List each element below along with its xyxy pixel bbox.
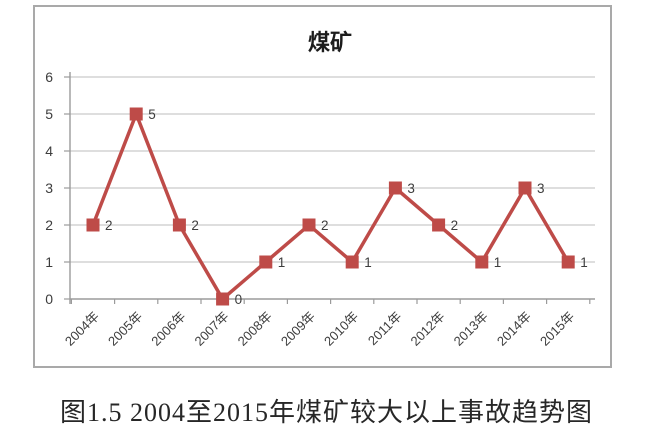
data-point-marker bbox=[172, 218, 186, 232]
data-point-marker bbox=[302, 218, 316, 232]
data-point-marker bbox=[216, 292, 230, 306]
data-point-label: 2 bbox=[451, 218, 459, 233]
data-point-label: 2 bbox=[191, 218, 199, 233]
y-tick-label: 1 bbox=[45, 254, 53, 270]
chart-title: 煤矿 bbox=[308, 30, 352, 55]
data-point-marker bbox=[388, 181, 402, 195]
gridlines bbox=[70, 76, 595, 263]
series-line bbox=[91, 109, 570, 302]
data-point-marker bbox=[518, 181, 532, 195]
data-point-label: 1 bbox=[364, 255, 372, 270]
data-point-label: 5 bbox=[148, 107, 156, 122]
axes bbox=[64, 72, 595, 304]
data-point-label: 2 bbox=[321, 218, 329, 233]
data-point-label: 3 bbox=[407, 181, 415, 196]
data-point-marker bbox=[475, 255, 489, 269]
data-point-label: 1 bbox=[494, 255, 502, 270]
chart-border-frame bbox=[33, 5, 612, 368]
data-point-marker bbox=[259, 255, 273, 269]
data-point-label: 3 bbox=[537, 181, 545, 196]
y-tick-label: 0 bbox=[45, 291, 53, 307]
data-point-label: 1 bbox=[278, 255, 286, 270]
data-point-label: 1 bbox=[580, 255, 588, 270]
data-point-marker bbox=[129, 107, 143, 121]
data-series bbox=[86, 107, 575, 306]
y-axis-tick-labels: 0 1 2 3 4 5 6 bbox=[45, 69, 53, 307]
figure-caption: 图1.5 2004至2015年煤矿较大以上事故趋势图 bbox=[59, 398, 593, 427]
y-tick-label: 5 bbox=[45, 106, 53, 122]
data-point-marker bbox=[561, 255, 575, 269]
data-point-label: 2 bbox=[105, 218, 113, 233]
data-point-labels: 2 5 2 0 1 2 1 3 2 1 3 1 bbox=[105, 107, 588, 307]
y-tick-label: 3 bbox=[45, 180, 53, 196]
y-tick-label: 6 bbox=[45, 69, 53, 85]
data-point-marker bbox=[86, 218, 100, 232]
data-point-label: 0 bbox=[235, 292, 243, 307]
y-tick-label: 4 bbox=[45, 143, 53, 159]
data-point-marker bbox=[432, 218, 446, 232]
data-point-marker bbox=[345, 255, 359, 269]
y-tick-label: 2 bbox=[45, 217, 53, 233]
